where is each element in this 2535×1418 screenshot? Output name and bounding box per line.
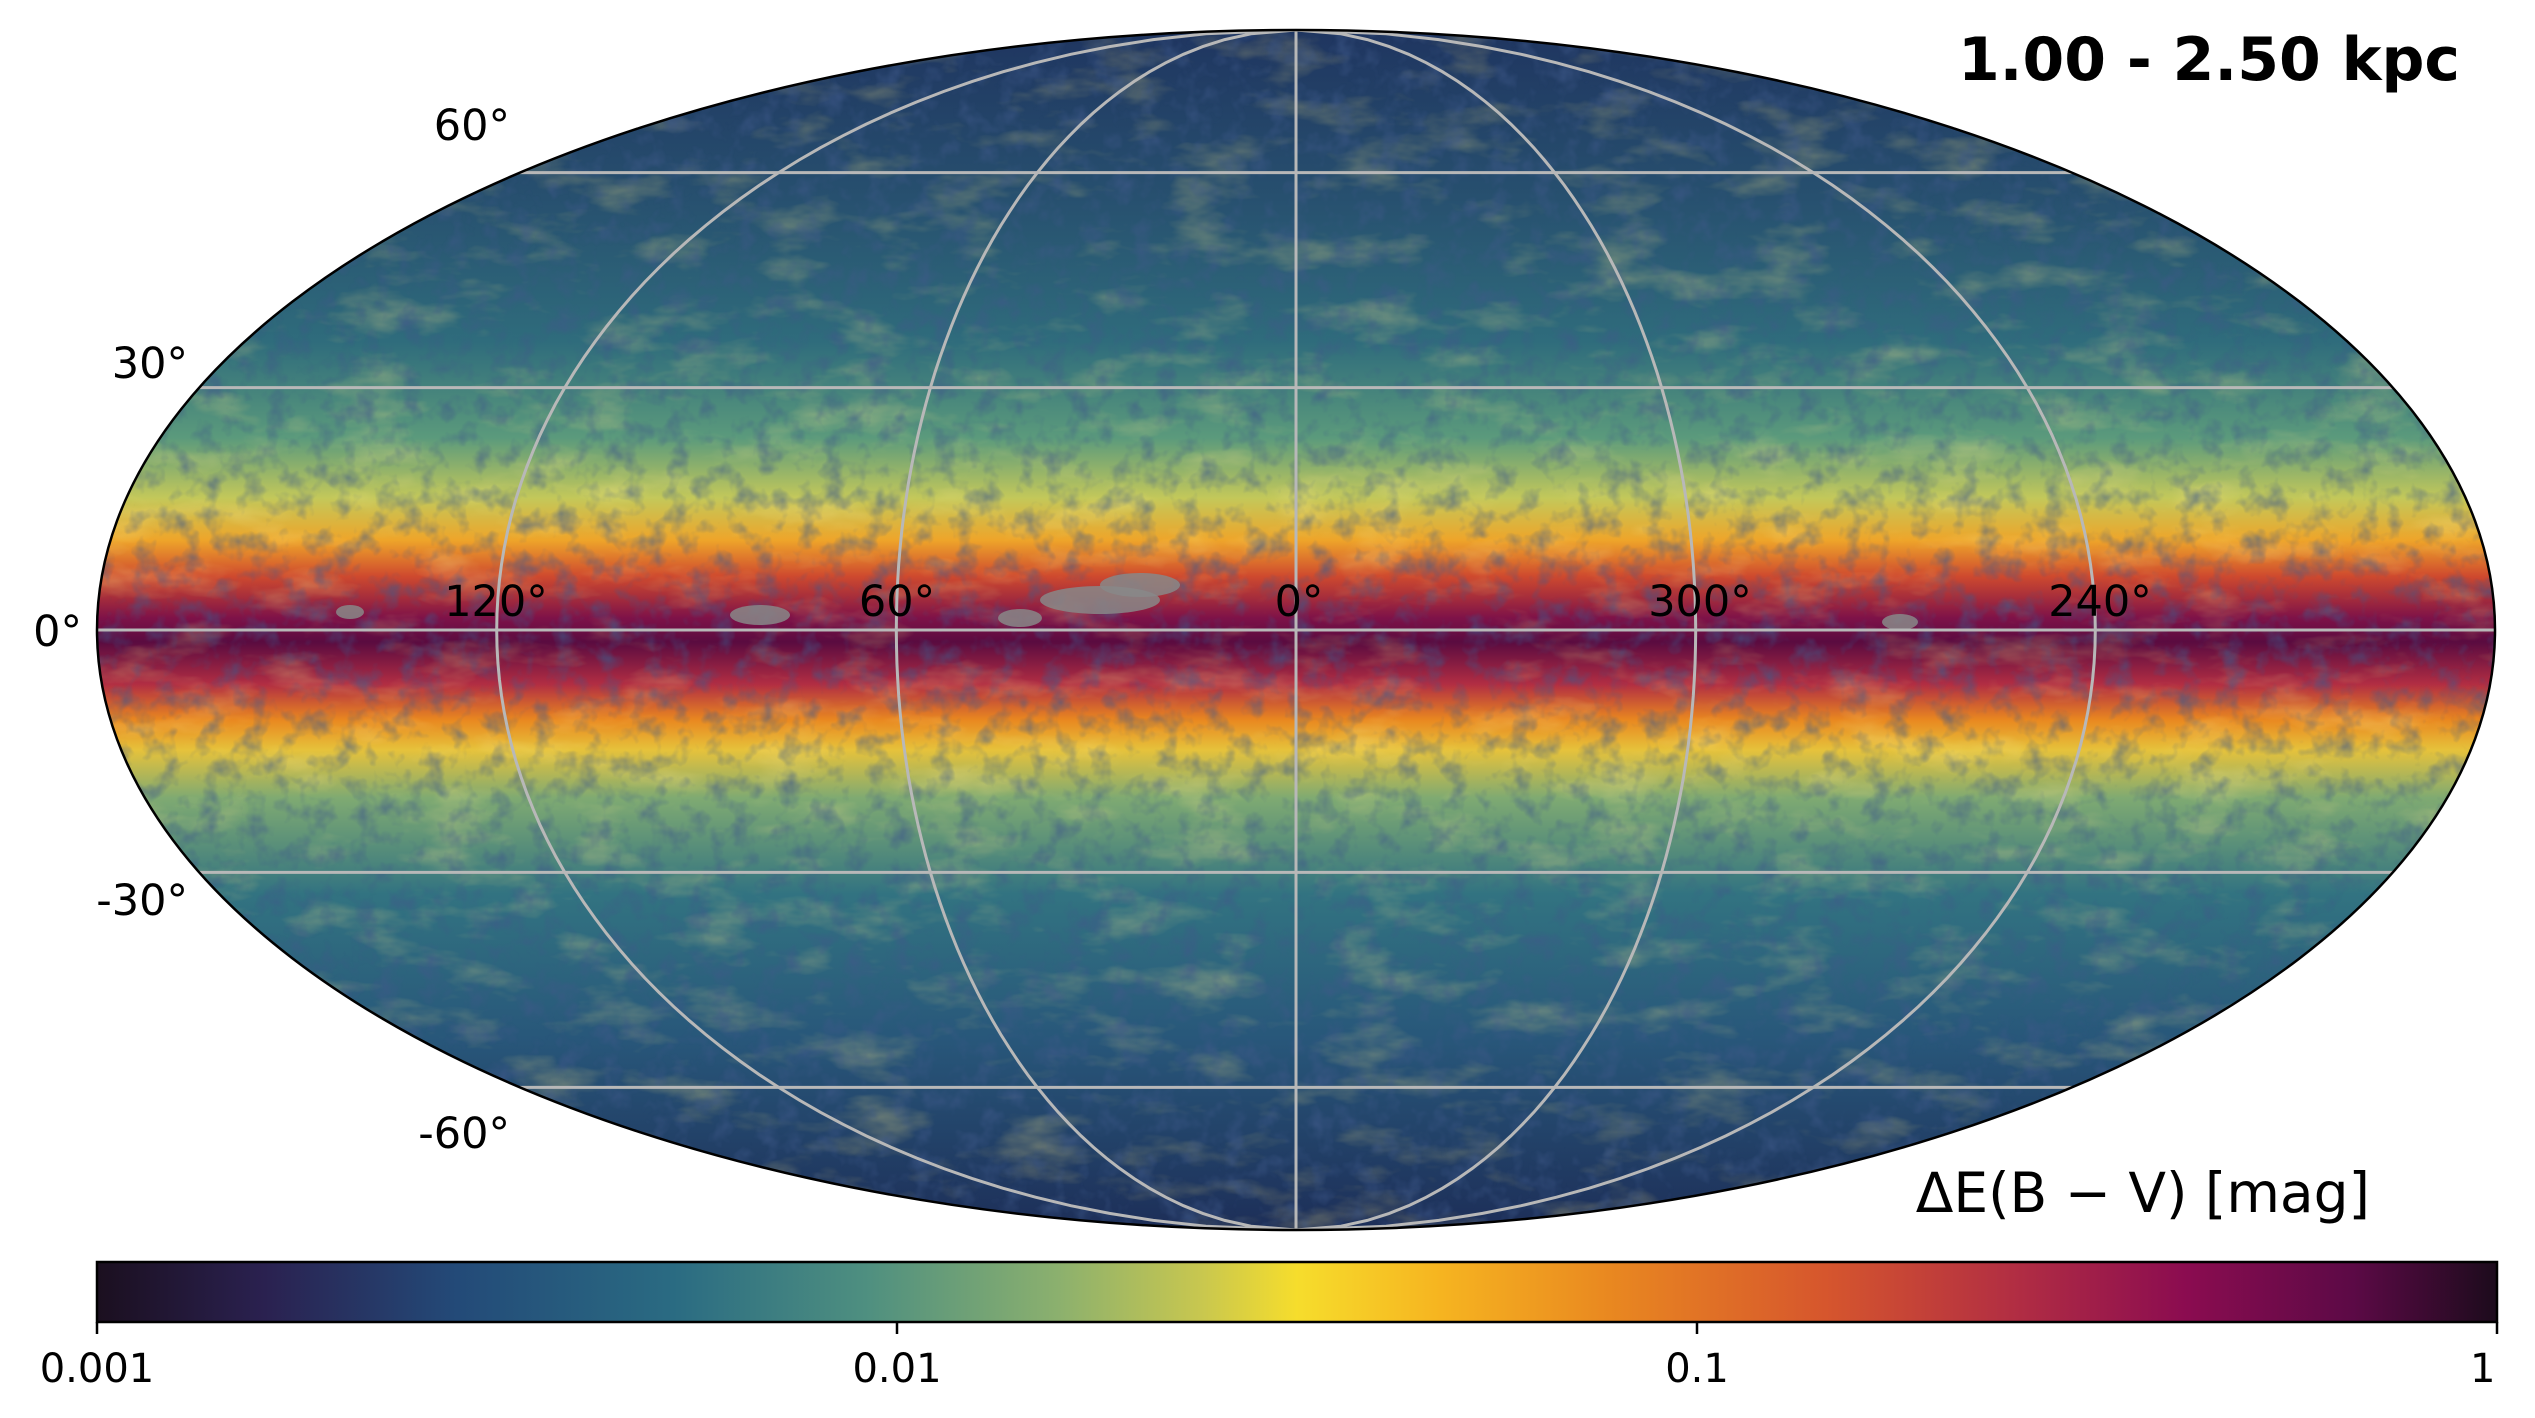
colorbar-label: ΔE(B − V) [mag] <box>1916 1161 2370 1225</box>
colorbar-ticks <box>95 1322 2499 1334</box>
lon-label-60: 60° <box>859 577 935 627</box>
colorbar-tick-label: 1 <box>2470 1346 2495 1392</box>
lat-label-60: 60° <box>434 101 510 151</box>
lon-label-240: 240° <box>2048 577 2152 627</box>
colorbar-tick-label: 0.01 <box>852 1346 941 1392</box>
plot-title: 1.00 - 2.50 kpc <box>1958 25 2460 95</box>
lon-label-300: 300° <box>1648 577 1752 627</box>
colorbar <box>95 1260 2499 1324</box>
null-pixel-patches <box>336 573 1918 630</box>
null-pixel-patch <box>998 609 1042 627</box>
lon-label-120: 120° <box>444 577 548 627</box>
lon-label-0: 0° <box>1275 577 1324 627</box>
lat-label-neg30: -30° <box>96 876 188 926</box>
lat-label-neg60: -60° <box>418 1109 510 1159</box>
lat-label-30: 30° <box>112 339 188 389</box>
graticule-longitude-line <box>495 30 1297 1230</box>
graticule-longitude-line <box>1295 30 1698 1230</box>
colorbar-tick-label: 0.1 <box>1665 1346 1729 1392</box>
sky-map <box>97 30 2495 1230</box>
colorbar-tick-label: 0.001 <box>40 1346 155 1392</box>
graticule <box>97 30 2495 1230</box>
lat-label-0: 0° <box>33 607 82 657</box>
null-pixel-patch <box>730 605 790 625</box>
map-outline <box>95 28 2497 1232</box>
null-pixel-patch <box>336 605 364 619</box>
graticule-longitude-line <box>894 30 1297 1230</box>
null-pixel-patch <box>1882 614 1918 630</box>
null-pixel-patch <box>1100 573 1180 597</box>
graticule-longitude-line <box>1295 30 2097 1230</box>
